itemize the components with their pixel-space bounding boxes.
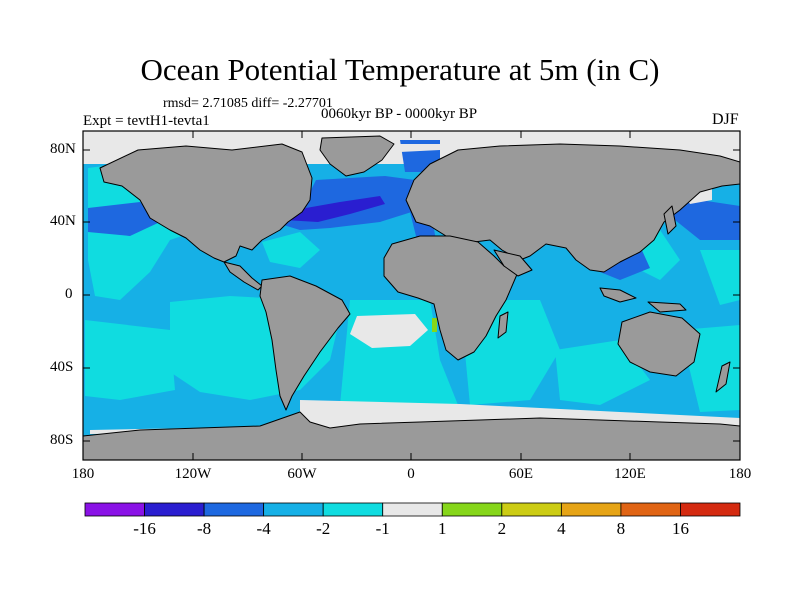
lon-label-0: 0 bbox=[407, 466, 415, 482]
land-greenland bbox=[319, 135, 395, 177]
colorbar-label: 16 bbox=[671, 519, 689, 538]
colorbar-label: 4 bbox=[557, 519, 566, 538]
land-new-zealand bbox=[715, 361, 731, 393]
lat-label-80n: 80N bbox=[50, 141, 76, 157]
land-japan bbox=[663, 205, 677, 235]
lat-label-80s: 80S bbox=[50, 432, 74, 448]
lon-label-60w: 60W bbox=[287, 466, 317, 482]
land-north-america bbox=[99, 143, 313, 263]
land-eurasia bbox=[405, 143, 740, 273]
colorbar-box-7 bbox=[501, 502, 562, 517]
colorbar-label: -2 bbox=[316, 519, 331, 538]
colorbar-box-5 bbox=[382, 502, 443, 517]
lon-label-120w: 120W bbox=[174, 466, 212, 482]
colorbar-label: -4 bbox=[256, 519, 271, 538]
colorbar-box-9 bbox=[620, 502, 681, 517]
map-plot-area bbox=[83, 131, 740, 460]
colorbar-label: 2 bbox=[497, 519, 507, 538]
colorbar-box-4 bbox=[322, 502, 384, 517]
anomaly-dark-patch bbox=[284, 196, 385, 222]
lon-ticks bbox=[192, 131, 631, 460]
colorbar-label: 1 bbox=[438, 519, 447, 538]
land-australia bbox=[617, 311, 701, 377]
colorbar-box-2 bbox=[203, 502, 265, 517]
colorbar-box-8 bbox=[560, 502, 622, 517]
colorbar-box-6 bbox=[441, 502, 503, 517]
colorbar-label: -16 bbox=[133, 519, 156, 538]
lon-label-60e: 60E bbox=[508, 466, 534, 482]
lat-ticks bbox=[83, 149, 740, 442]
land-south-america bbox=[259, 275, 351, 411]
colorbar-box-10 bbox=[680, 502, 741, 517]
land-madagascar bbox=[497, 311, 509, 339]
land-new-guinea bbox=[647, 301, 687, 313]
anomaly-green-spot bbox=[432, 318, 437, 332]
lat-label-40n: 40N bbox=[50, 213, 76, 229]
colorbar-label: -1 bbox=[375, 519, 390, 538]
map-title: Ocean Potential Temperature at 5m (in C) bbox=[140, 52, 660, 87]
land-indonesia bbox=[599, 287, 637, 303]
season-label: DJF bbox=[712, 111, 739, 128]
colorbar-box-0 bbox=[84, 502, 145, 517]
land-central-america bbox=[223, 261, 263, 291]
continents bbox=[83, 135, 740, 460]
land-africa bbox=[383, 235, 519, 361]
colorbar-box-3 bbox=[263, 502, 324, 517]
land-arabia bbox=[493, 249, 533, 277]
lat-label-0: 0 bbox=[65, 286, 73, 302]
colorbar-box-1 bbox=[144, 502, 205, 517]
lat-label-40s: 40S bbox=[50, 359, 74, 375]
land-antarctica bbox=[83, 411, 740, 460]
period-label: 0060kyr BP - 0000kyr BP bbox=[321, 106, 478, 122]
lon-label-120e: 120E bbox=[614, 466, 646, 482]
experiment-label: Expt = tevtH1-tevta1 bbox=[83, 113, 210, 129]
colorbar bbox=[84, 502, 741, 517]
lon-label-180e: 180 bbox=[728, 466, 752, 482]
lon-label-180w: 180 bbox=[71, 466, 95, 482]
colorbar-label: 8 bbox=[616, 519, 626, 538]
colorbar-label: -8 bbox=[196, 519, 212, 538]
stats-text: rmsd= 2.71085 diff= -2.27701 bbox=[163, 96, 333, 111]
